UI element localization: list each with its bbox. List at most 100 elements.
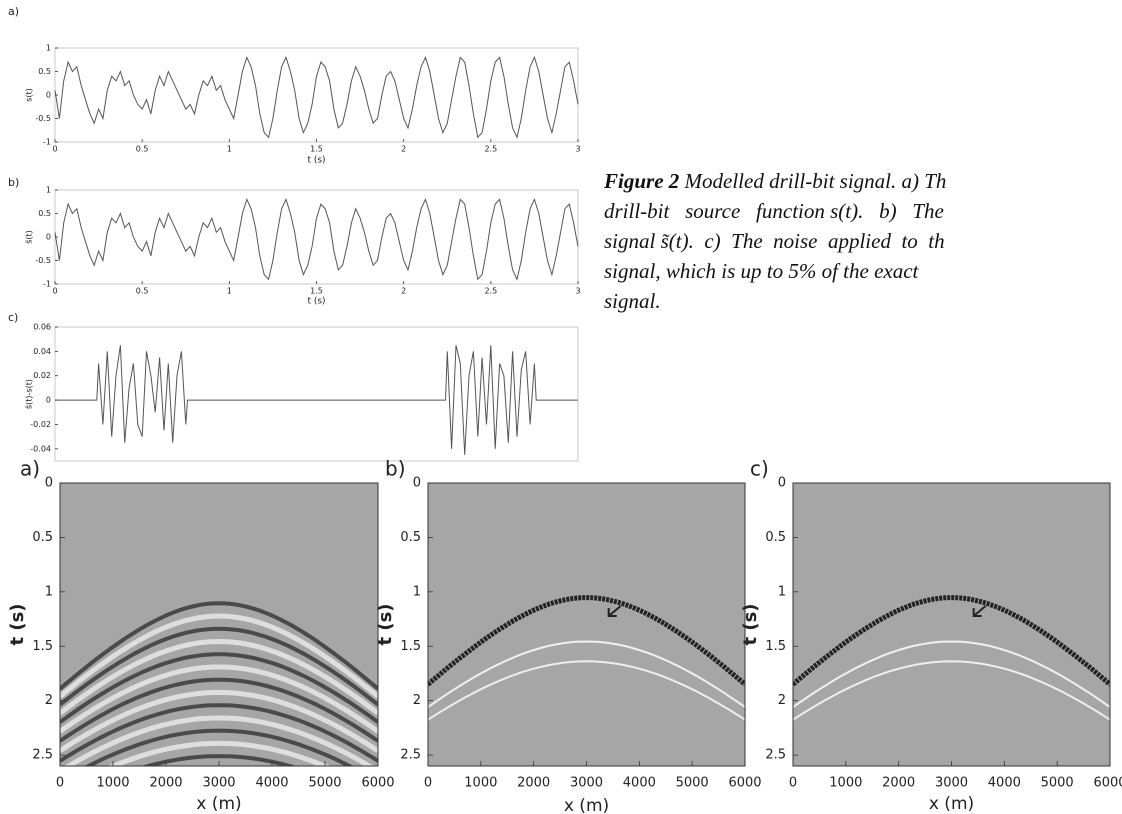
y-tick-label: 0.5 [38, 209, 51, 218]
x-axis-label: x (m) [929, 794, 974, 814]
plot-frame [54, 47, 579, 143]
seismic-image [428, 483, 745, 766]
y-tick-label: 1.5 [32, 639, 53, 654]
plot-frame [54, 326, 579, 462]
caption-line: signal. [604, 289, 661, 313]
x-tick-label: 5000 [676, 776, 709, 791]
x-tick-label: 1000 [464, 776, 497, 791]
y-tick-label: 2.5 [32, 748, 53, 763]
x-tick-label: 1.5 [310, 287, 323, 296]
x-tick-label: 3000 [935, 776, 968, 791]
y-tick-label: 2.5 [765, 748, 786, 763]
x-tick-label: 6000 [728, 776, 761, 791]
y-tick-label: 0 [413, 476, 421, 491]
x-tick-label: 3 [575, 287, 580, 296]
x-tick-label: 2000 [517, 776, 550, 791]
y-tick-label: 1 [413, 584, 421, 599]
signal-line [54, 56, 579, 139]
seismic-event [106, 740, 332, 766]
x-tick-label: 0 [52, 145, 57, 154]
x-tick-label: 1.5 [310, 145, 323, 154]
y-tick-label: 0.5 [765, 530, 786, 545]
y-tick-label: -0.5 [35, 114, 51, 123]
y-tick-label: 1.5 [400, 639, 421, 654]
caption-label: Figure 2 [604, 169, 680, 193]
x-axis-label: t (s) [307, 156, 325, 166]
signal-line [54, 198, 579, 281]
seismic-event [793, 660, 1110, 721]
plot-frame [54, 189, 579, 285]
x-tick-label: 3000 [570, 776, 603, 791]
y-tick-label: -1 [43, 138, 51, 147]
x-tick-label: 2.5 [484, 145, 497, 154]
y-tick-label: 0 [46, 233, 51, 242]
seismic-event [793, 595, 1110, 687]
seismic-image [60, 483, 378, 766]
panel-label: b) [8, 176, 19, 189]
x-tick-label: 2000 [149, 776, 182, 791]
seismic-event [60, 703, 378, 763]
y-tick-label: 0 [778, 476, 786, 491]
caption-line: drill-bit source function s(t). b) The [604, 199, 944, 223]
image-background [428, 483, 745, 766]
x-tick-label: 3000 [202, 776, 235, 791]
seismic-event [141, 754, 297, 766]
seismic-event [60, 613, 378, 699]
seismic-event [428, 640, 745, 708]
y-axis-label: s̃(t) [25, 230, 34, 244]
y-tick-label: 0.02 [33, 371, 51, 380]
panel-label: b) [385, 457, 406, 481]
x-tick-label: 0.5 [136, 145, 149, 154]
caption-line: Modelled drill-bit signal. a) Th [684, 169, 947, 193]
x-axis-label: x (m) [196, 794, 241, 814]
y-tick-label: 2 [778, 693, 786, 708]
seismic-event [63, 715, 375, 766]
x-axis-label: t (s) [307, 297, 325, 307]
caption-line: signal s̃(t). c) The noise applied to th [604, 229, 945, 253]
x-tick-label: 2000 [882, 776, 915, 791]
figure-caption: Figure 2 Modelled drill-bit signal. a) T… [604, 166, 1122, 316]
y-tick-label: -0.02 [30, 420, 51, 429]
y-tick-label: 1 [46, 44, 51, 53]
y-tick-label: 1.5 [765, 639, 786, 654]
arrow [972, 605, 987, 618]
y-tick-label: 1 [778, 584, 786, 599]
y-axis-label: t (s) [375, 603, 396, 645]
seismic-event [60, 626, 378, 707]
signal-line [55, 345, 578, 455]
x-tick-label: 4000 [623, 776, 656, 791]
y-tick-label: 2 [413, 693, 421, 708]
x-tick-label: 2.5 [484, 287, 497, 296]
seismic-image [793, 483, 1110, 766]
y-tick-label: -1 [43, 280, 51, 289]
caption-line: signal, which is up to 5% of the exact [604, 259, 919, 283]
y-axis-label: s̃(t)-s(t) [25, 379, 34, 409]
y-tick-label: 0 [46, 91, 51, 100]
x-tick-label: 0 [789, 776, 797, 791]
x-tick-label: 0 [52, 287, 57, 296]
y-axis-label: t (s) [7, 603, 28, 645]
y-tick-label: 0.5 [38, 67, 51, 76]
x-tick-label: 6000 [361, 776, 394, 791]
y-tick-label: 0 [46, 396, 51, 405]
seismic-event [60, 664, 378, 734]
x-tick-label: 3 [575, 145, 580, 154]
y-tick-label: 2 [45, 693, 53, 708]
panel-label: a) [20, 457, 40, 481]
x-tick-label: 1 [227, 145, 232, 154]
seismic-event [60, 652, 378, 724]
x-tick-label: 4000 [255, 776, 288, 791]
y-axis-label: t (s) [740, 603, 761, 645]
y-tick-label: -0.5 [35, 256, 51, 265]
x-tick-label: 0 [424, 776, 432, 791]
seismic-event [793, 640, 1110, 708]
x-tick-label: 5000 [1041, 776, 1074, 791]
x-tick-label: 6000 [1093, 776, 1122, 791]
seismic-event [428, 660, 745, 721]
y-tick-label: 0 [45, 476, 53, 491]
seismic-event [60, 601, 378, 691]
panel-label: c) [750, 457, 769, 481]
x-tick-label: 4000 [988, 776, 1021, 791]
